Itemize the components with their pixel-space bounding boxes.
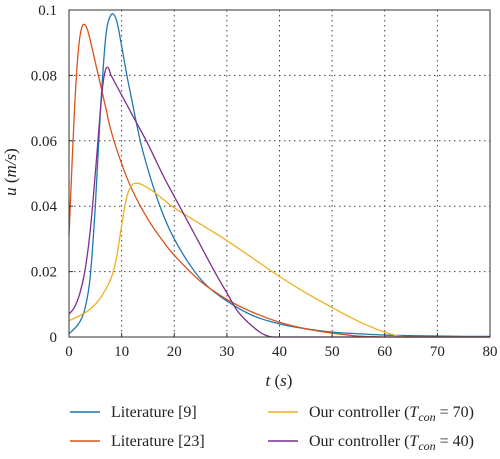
x-tick-label: 60 bbox=[377, 344, 392, 360]
legend-item-3: Our controller (Tcon = 70) bbox=[268, 404, 474, 424]
y-tick-label: 0 bbox=[50, 330, 58, 346]
legend-label: Literature [23] bbox=[111, 433, 205, 450]
legend: Literature [9] Literature [23] Our control… bbox=[70, 404, 474, 453]
series-line-1 bbox=[68, 13, 491, 338]
x-tick-label: 0 bbox=[65, 344, 73, 360]
y-axis-label: u (m/s) bbox=[1, 148, 20, 196]
legend-item-4: Our controller (Tcon = 40) bbox=[268, 433, 474, 453]
x-tick-label: 70 bbox=[430, 344, 445, 360]
x-axis-label: t (s) bbox=[266, 371, 293, 390]
legend-label: Our controller (Tcon = 70) bbox=[309, 404, 474, 424]
x-tick-label: 30 bbox=[219, 344, 234, 360]
x-tick-label: 20 bbox=[167, 344, 182, 360]
legend-label: Literature [9] bbox=[111, 404, 197, 421]
x-ticks: 0 10 20 30 40 50 60 70 80 bbox=[65, 333, 498, 360]
x-tick-label: 80 bbox=[483, 344, 498, 360]
y-tick-label: 0.02 bbox=[31, 265, 57, 281]
y-tick-label: 0.08 bbox=[31, 68, 57, 84]
plot-frame bbox=[68, 9, 491, 338]
series-line-2 bbox=[68, 23, 490, 338]
x-tick-label: 40 bbox=[272, 344, 287, 360]
x-tick-label: 10 bbox=[114, 344, 129, 360]
legend-item-1: Literature [9] bbox=[70, 404, 197, 421]
legend-label: Our controller (Tcon = 40) bbox=[309, 433, 474, 453]
y-tick-label: 0.04 bbox=[31, 199, 58, 215]
x-tick-label: 50 bbox=[325, 344, 340, 360]
series-line-3 bbox=[68, 182, 490, 338]
y-tick-label: 0.1 bbox=[38, 3, 57, 19]
y-ticks: 0 0.02 0.04 0.06 0.08 0.1 bbox=[31, 3, 73, 346]
y-tick-label: 0.06 bbox=[31, 134, 58, 150]
legend-item-2: Literature [23] bbox=[70, 433, 205, 450]
grid-lines bbox=[69, 10, 490, 337]
series-line-4 bbox=[68, 66, 490, 338]
